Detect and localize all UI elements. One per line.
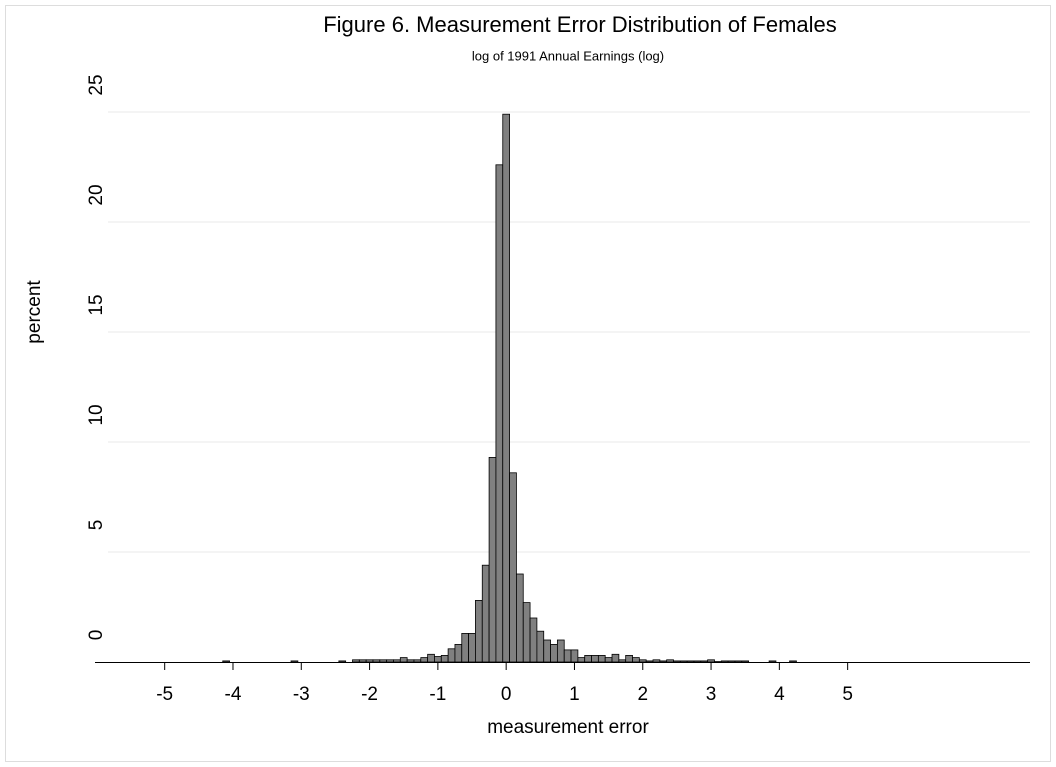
chart-title: Figure 6. Measurement Error Distribution… xyxy=(323,12,837,37)
x-tick-label: 4 xyxy=(774,684,785,705)
x-tick-label: -4 xyxy=(225,684,242,705)
bar xyxy=(379,659,388,663)
bar xyxy=(611,653,620,663)
bar xyxy=(734,660,743,663)
bar xyxy=(632,657,640,663)
bar xyxy=(338,660,347,663)
bar xyxy=(645,660,654,663)
bar xyxy=(727,660,736,663)
bar xyxy=(673,660,681,663)
bar xyxy=(488,456,497,663)
y-tick-label: 5 xyxy=(86,520,107,531)
y-tick-label: 0 xyxy=(86,630,107,641)
bar xyxy=(536,630,545,663)
bar xyxy=(625,655,633,663)
bar xyxy=(386,659,394,663)
y-axis-label: percent xyxy=(24,280,45,344)
x-tick-label: 0 xyxy=(501,684,512,705)
y-tick-label: 20 xyxy=(86,184,107,205)
x-tick-label: 1 xyxy=(569,684,580,705)
bar xyxy=(584,655,592,663)
bar xyxy=(700,660,709,663)
bar xyxy=(652,659,661,663)
bar xyxy=(495,164,504,663)
bar xyxy=(556,639,565,663)
x-tick-label: 5 xyxy=(842,684,853,705)
bar xyxy=(447,648,456,663)
x-tick-label: -2 xyxy=(361,684,378,705)
y-tick-label: 15 xyxy=(86,294,107,315)
bar xyxy=(393,659,401,663)
bar xyxy=(693,660,702,663)
bar xyxy=(666,659,674,663)
bar xyxy=(454,644,463,663)
bar xyxy=(522,602,531,663)
bar xyxy=(529,617,538,663)
bar xyxy=(222,660,230,663)
bar xyxy=(365,659,374,663)
bar xyxy=(372,659,381,663)
x-tick-label: 2 xyxy=(637,684,648,705)
bar xyxy=(789,660,797,663)
x-tick-label: 3 xyxy=(706,684,717,705)
x-tick-label: -5 xyxy=(156,684,173,705)
bar xyxy=(707,659,715,663)
y-tick-label: 25 xyxy=(86,74,107,95)
bar xyxy=(768,660,777,663)
bar xyxy=(427,653,435,663)
bar xyxy=(604,657,613,663)
bar xyxy=(577,657,586,663)
bar xyxy=(502,113,510,663)
bar xyxy=(741,660,750,663)
bar xyxy=(686,660,695,663)
bar xyxy=(638,659,647,663)
bar xyxy=(679,660,688,663)
bar xyxy=(406,659,415,663)
bar xyxy=(543,639,551,663)
bar xyxy=(550,644,558,663)
bar xyxy=(399,657,408,663)
bar xyxy=(352,659,360,663)
y-tick-label: 10 xyxy=(86,404,107,425)
bar xyxy=(468,633,476,663)
bar xyxy=(509,472,517,663)
bar xyxy=(290,660,299,663)
bar xyxy=(440,655,449,663)
bar xyxy=(481,564,490,663)
bar xyxy=(475,600,483,663)
x-tick-label: -1 xyxy=(429,684,446,705)
bar xyxy=(720,660,729,663)
bar xyxy=(461,633,470,663)
chart-subtitle: log of 1991 Annual Earnings (log) xyxy=(472,48,664,63)
bar xyxy=(570,649,579,663)
bar xyxy=(434,656,442,663)
bar xyxy=(563,649,572,663)
bar xyxy=(618,659,627,663)
bar xyxy=(516,573,524,663)
bar xyxy=(420,657,429,663)
x-tick-label: -3 xyxy=(293,684,310,705)
bar xyxy=(591,655,599,663)
bar xyxy=(358,659,367,663)
bar xyxy=(659,660,668,663)
x-axis-label: measurement error xyxy=(487,717,649,738)
bar xyxy=(413,659,422,663)
bar xyxy=(597,655,606,663)
